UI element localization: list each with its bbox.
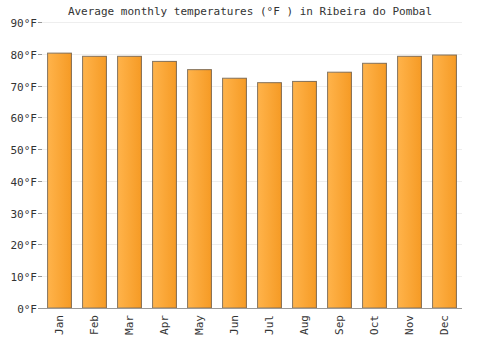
y-tick-label: 20°F [11, 239, 38, 252]
bar [433, 55, 457, 308]
bar [258, 83, 282, 308]
bar [223, 78, 247, 308]
bar-shade [258, 83, 282, 308]
y-tick-label: 40°F [11, 176, 38, 189]
tick-mark [38, 276, 42, 277]
bar [363, 63, 387, 308]
x-tick-label: Sep [333, 315, 346, 335]
bars [48, 53, 457, 308]
bar [398, 56, 422, 308]
bar-shade [83, 56, 107, 308]
bar [188, 70, 212, 308]
bar-shade [433, 55, 457, 308]
tick-mark [38, 181, 42, 182]
tick-mark [38, 22, 42, 23]
bar [83, 56, 107, 308]
x-tick-label: Jun [228, 315, 241, 335]
tick-mark [38, 149, 42, 150]
bar [153, 61, 177, 308]
x-tick-label: Jul [263, 315, 276, 335]
chart-svg: Average monthly temperatures (°F ) in Ri… [0, 0, 500, 350]
tick-mark [38, 308, 42, 309]
grid-line [42, 22, 462, 23]
tick-mark [38, 244, 42, 245]
bar [328, 72, 352, 308]
bar [48, 53, 72, 308]
x-tick-label: Mar [123, 315, 136, 335]
tick-mark [38, 54, 42, 55]
chart-container: Average monthly temperatures (°F ) in Ri… [0, 0, 500, 350]
bar-shade [398, 56, 422, 308]
y-tick-label: 30°F [11, 208, 38, 221]
bar-shade [293, 81, 317, 308]
y-tick-label: 60°F [11, 112, 38, 125]
grid-line [42, 54, 462, 55]
y-tick-label: 0°F [17, 303, 37, 316]
y-tick-label: 10°F [11, 271, 38, 284]
tick-mark [38, 86, 42, 87]
x-tick-label: Oct [368, 315, 381, 335]
y-tick-label: 80°F [11, 49, 38, 62]
bar-shade [153, 61, 177, 308]
bar-shade [188, 70, 212, 308]
x-tick-label: May [193, 315, 206, 335]
bar [118, 56, 142, 308]
grid-line [42, 308, 462, 309]
y-tick-label: 90°F [11, 17, 38, 30]
x-tick-label: Feb [88, 315, 101, 335]
bar [293, 81, 317, 308]
bar-shade [118, 56, 142, 308]
bar-shade [328, 72, 352, 308]
tick-mark [38, 213, 42, 214]
x-tick-label: Apr [158, 315, 171, 335]
x-tick-label: Jan [53, 315, 66, 335]
bar-shade [223, 78, 247, 308]
bar-shade [48, 53, 72, 308]
y-tick-label: 70°F [11, 81, 38, 94]
tick-mark [38, 117, 42, 118]
x-tick-label: Nov [403, 315, 416, 335]
x-tick-label: Aug [298, 315, 311, 335]
x-tick-label: Dec [438, 315, 451, 335]
bar-shade [363, 63, 387, 308]
title: Average monthly temperatures (°F ) in Ri… [68, 5, 432, 18]
y-tick-label: 50°F [11, 144, 38, 157]
